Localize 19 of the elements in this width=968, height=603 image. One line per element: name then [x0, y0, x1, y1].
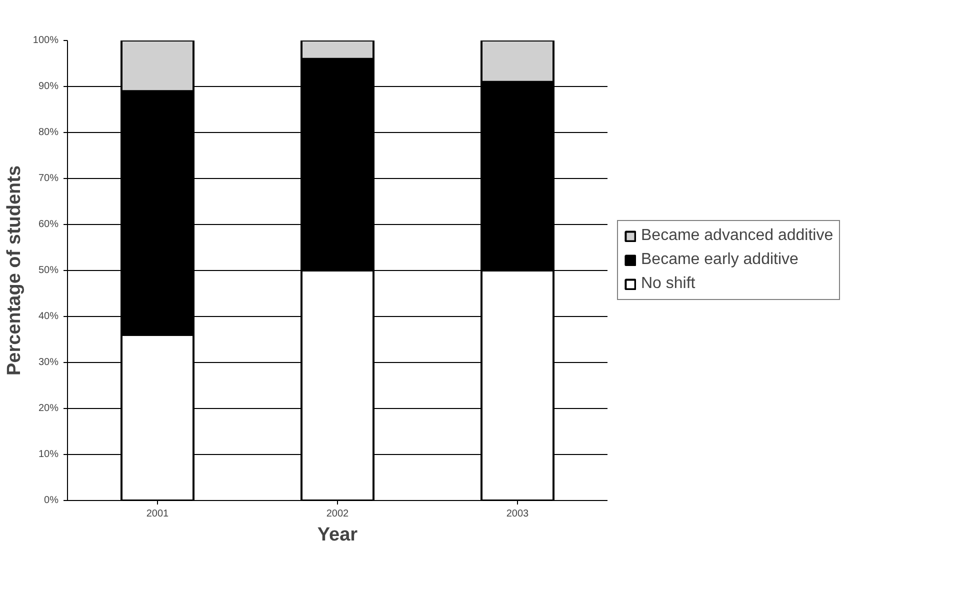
y-tick-label: 20%: [38, 403, 59, 414]
y-tick-label: 60%: [38, 219, 59, 230]
y-tick-label: 50%: [38, 265, 59, 276]
y-tick-label: 80%: [38, 127, 59, 138]
legend-label: No shift: [641, 275, 696, 293]
x-axis-title: Year: [317, 524, 358, 546]
legend-label: Became advanced additive: [641, 227, 834, 245]
y-tick-label: 90%: [38, 81, 59, 92]
y-tick-label: 0%: [44, 495, 59, 506]
y-tick-label: 30%: [38, 357, 59, 368]
x-tick-label: 2003: [506, 508, 530, 520]
legend-label: Became early additive: [641, 251, 798, 269]
x-tick-label: 2002: [326, 508, 350, 520]
y-tick-label: 70%: [38, 173, 59, 184]
y-tick-label: 100%: [32, 35, 59, 46]
y-tick-label: 40%: [38, 311, 59, 322]
y-tick-label: 10%: [38, 449, 59, 460]
y-axis-title: Percentage of students: [4, 165, 25, 376]
x-tick-label: 2001: [146, 508, 170, 520]
